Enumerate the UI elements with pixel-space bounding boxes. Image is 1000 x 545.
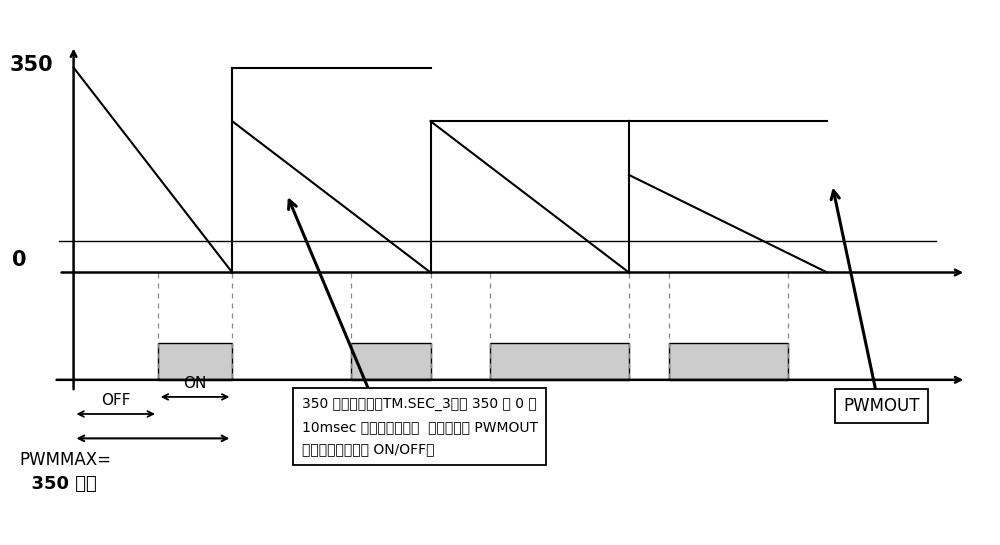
Text: 350 毫秒: 350 毫秒 xyxy=(19,475,97,493)
Bar xyxy=(158,343,232,380)
Text: 0: 0 xyxy=(12,250,27,270)
Text: PWMMAX=: PWMMAX= xyxy=(19,451,111,469)
Bar xyxy=(669,343,788,380)
Text: 350 毫秒定时器（TM.SEC_3）从 350 到 0 每
10msec 向下计算一次。  这个还会与 PWMOUT
比较，进行加热丝 ON/OFF。: 350 毫秒定时器（TM.SEC_3）从 350 到 0 每 10msec 向下… xyxy=(302,397,538,457)
Bar xyxy=(351,343,431,380)
Bar xyxy=(490,343,629,380)
Text: PWMOUT: PWMOUT xyxy=(844,397,920,415)
Text: OFF: OFF xyxy=(101,393,130,408)
Text: ON: ON xyxy=(183,376,207,391)
Text: 350: 350 xyxy=(9,55,53,75)
